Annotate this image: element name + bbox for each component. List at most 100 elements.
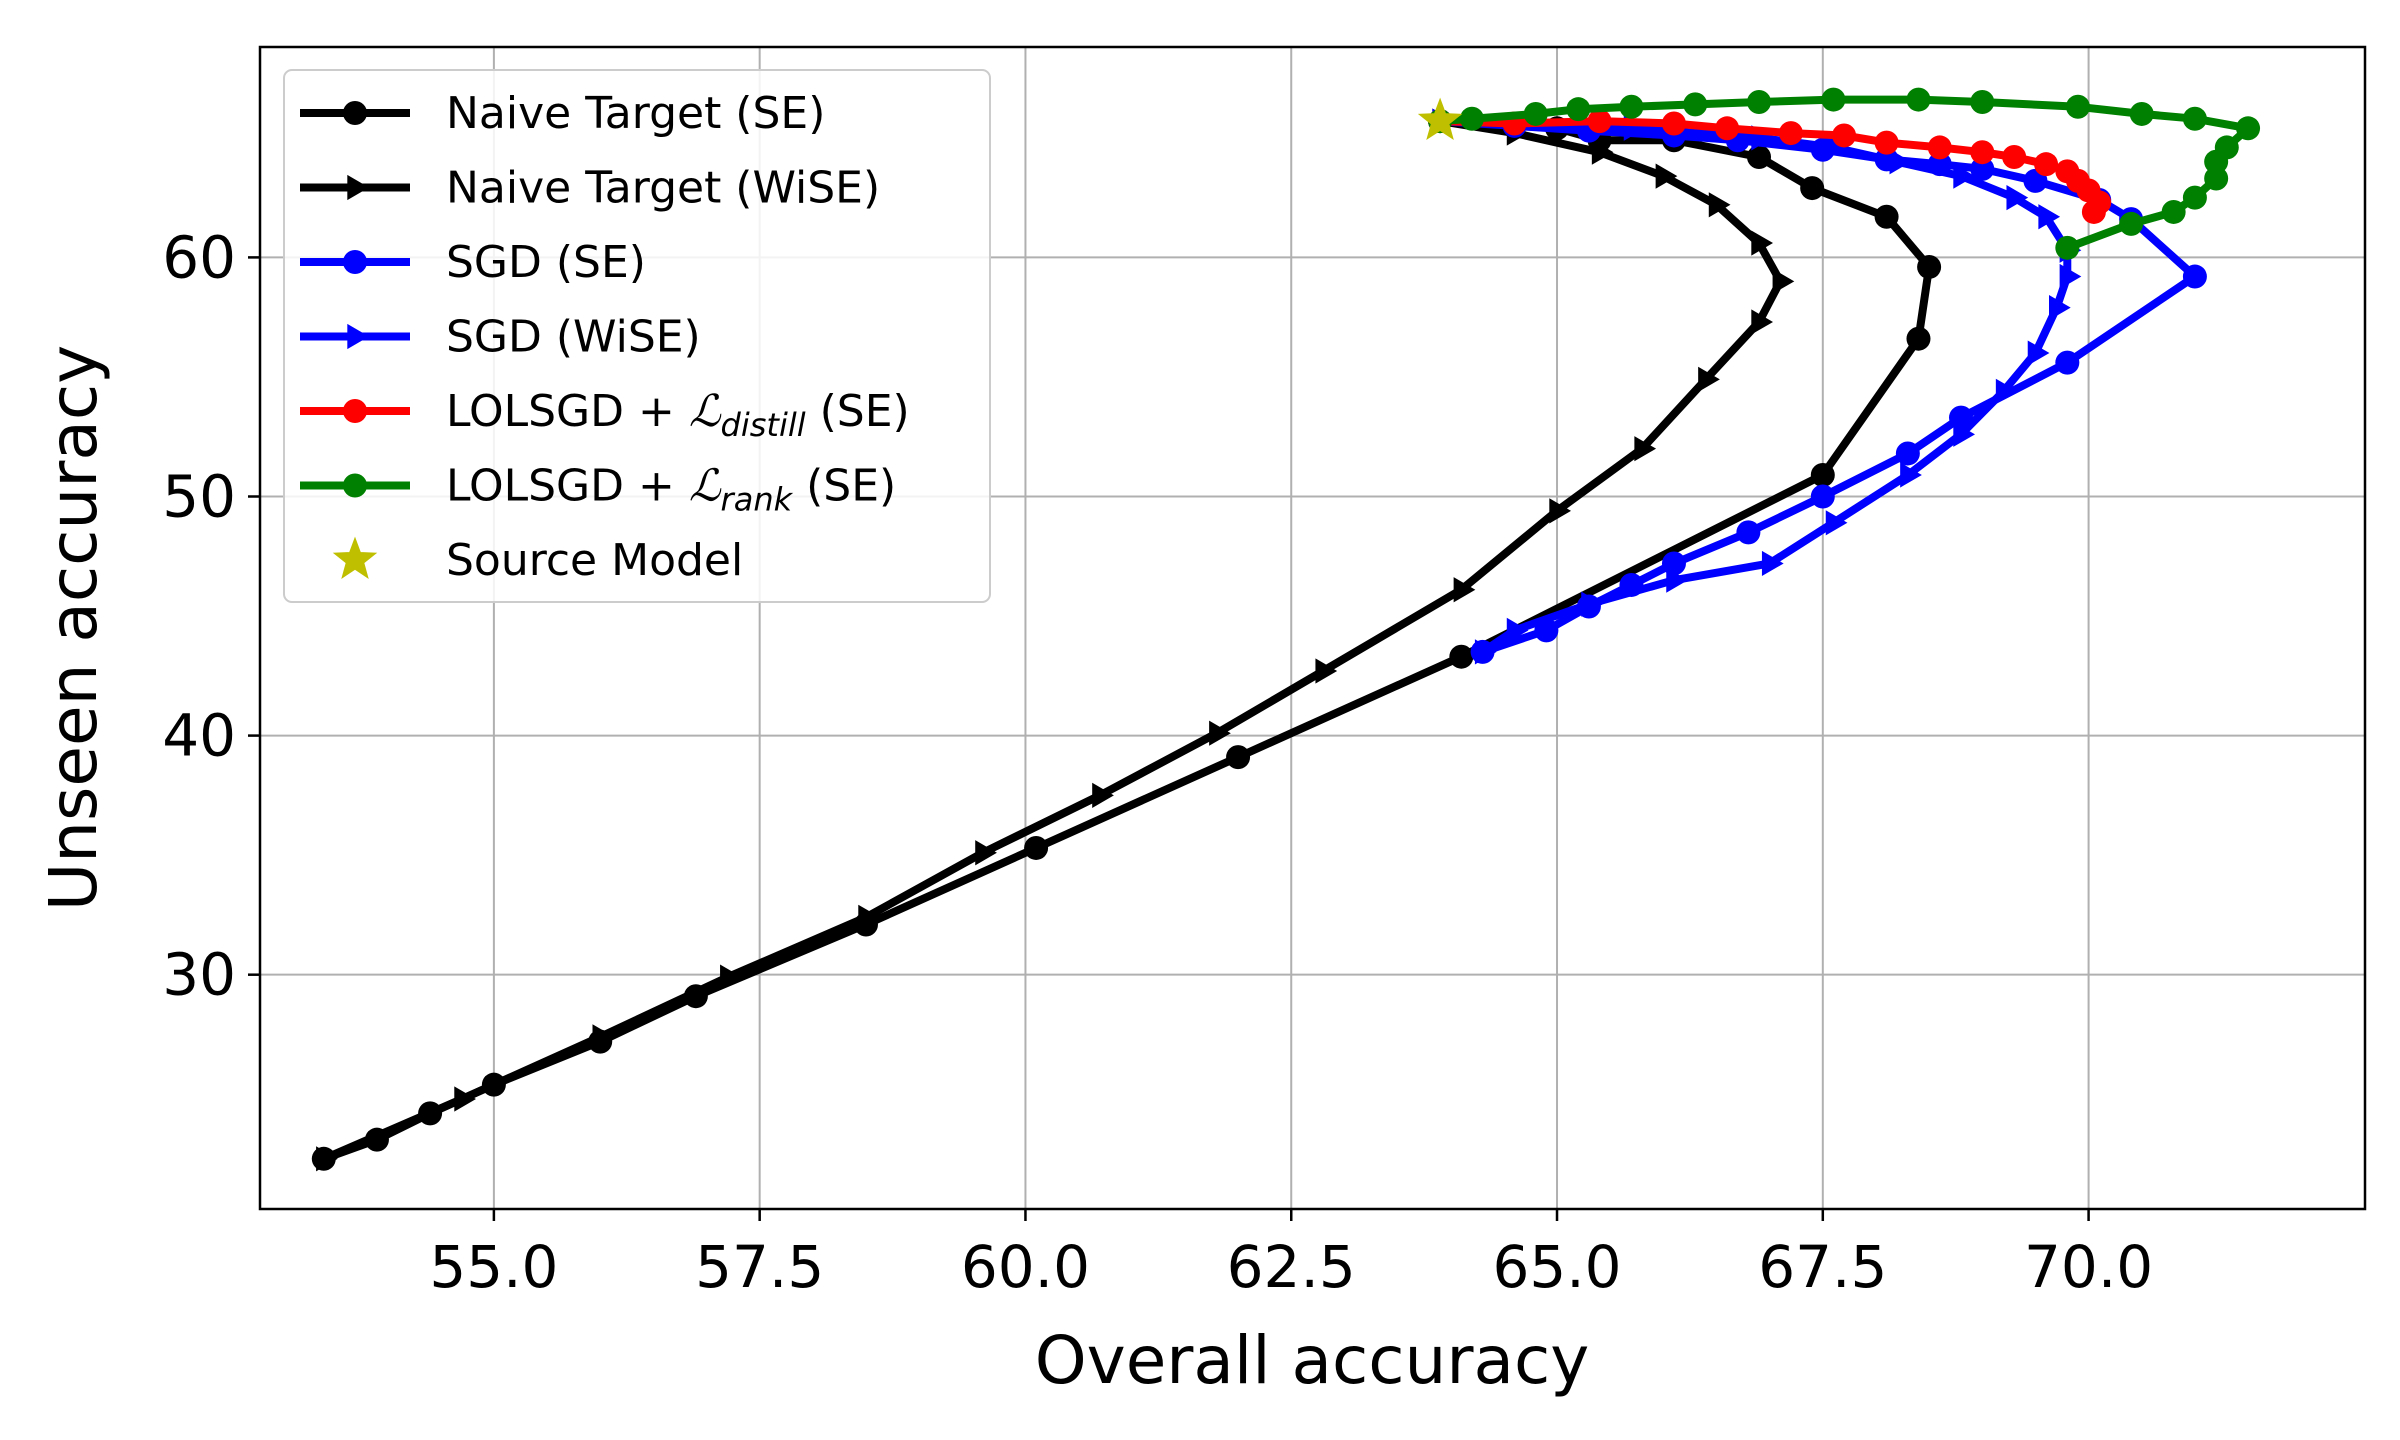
data-point — [2129, 101, 2154, 126]
legend-label-prefix: LOLSGD + — [446, 461, 689, 512]
data-point — [1778, 121, 1803, 146]
data-point — [1895, 441, 1920, 466]
data-point — [2055, 350, 2080, 375]
legend-label: LOLSGD + ℒdistill (SE) — [446, 386, 910, 444]
data-point — [975, 840, 997, 866]
data-point — [2182, 185, 2207, 210]
data-point — [1810, 484, 1835, 509]
legend-box — [283, 69, 991, 603]
data-point — [1523, 101, 1548, 126]
x-tick-label: 67.5 — [1758, 1233, 1887, 1301]
data-point — [1810, 462, 1835, 487]
data-point — [2182, 264, 2207, 289]
data-point — [1800, 176, 1825, 201]
legend-marker — [347, 174, 369, 201]
y-tick-label: 60 — [162, 223, 236, 291]
data-point — [1751, 230, 1774, 256]
data-point — [454, 1086, 476, 1112]
axis-ticks: 55.0 57.5 60.0 62.5 65.0 67.5 70.0 30 40 50 60 — [162, 223, 2153, 1301]
data-point — [2038, 204, 2061, 230]
data-point — [1821, 87, 1846, 112]
data-point — [2006, 185, 2029, 211]
data-point — [1889, 149, 1912, 175]
data-point — [1661, 111, 1686, 136]
data-point — [2002, 144, 2027, 169]
data-point — [592, 1024, 615, 1050]
data-point — [1736, 520, 1761, 545]
data-point — [1832, 123, 1857, 148]
data-point — [1747, 89, 1772, 114]
data-point — [2204, 166, 2229, 191]
data-point — [1953, 163, 1976, 189]
source-model-point — [1417, 97, 1463, 141]
data-point — [1459, 106, 1484, 131]
legend-label: Source Model — [446, 535, 743, 586]
plot-series — [311, 87, 2261, 1172]
data-point — [1825, 134, 1848, 161]
data-point — [1900, 462, 1922, 488]
x-tick-label: 62.5 — [1227, 1233, 1356, 1301]
data-point — [1587, 109, 1612, 134]
x-tick-label: 70.0 — [2024, 1233, 2153, 1301]
data-point — [1666, 567, 1688, 593]
legend-entry: SGD (WiSE) — [300, 312, 701, 363]
legend-label: SGD (WiSE) — [446, 312, 701, 363]
data-point — [1715, 116, 1740, 141]
legend-marker — [332, 536, 378, 579]
legend-marker — [343, 399, 367, 423]
legend-marker — [343, 473, 367, 498]
data-point — [1566, 97, 1591, 122]
data-point — [1970, 89, 1995, 114]
data-point — [1474, 639, 1497, 665]
legend-label-symbol: ℒ — [689, 386, 722, 437]
data-point — [1772, 268, 1795, 294]
data-point — [2236, 116, 2261, 141]
legend-marker — [347, 323, 369, 350]
legend-entry: SGD (SE) — [300, 237, 646, 288]
x-axis-label: Overall accuracy — [1035, 1322, 1590, 1399]
data-point — [2027, 340, 2050, 366]
data-point — [1747, 144, 1772, 169]
data-point — [2081, 199, 2106, 224]
data-point — [2055, 235, 2080, 260]
data-point — [2065, 94, 2090, 119]
x-tick-label: 55.0 — [429, 1233, 558, 1301]
y-axis-label: Unseen accuracy — [35, 345, 112, 911]
data-point — [1315, 658, 1338, 684]
data-point — [1761, 550, 1784, 577]
y-tick-label: 30 — [162, 941, 236, 1009]
data-point — [1708, 192, 1731, 218]
legend-label-prefix: LOLSGD + — [446, 386, 689, 437]
data-point — [858, 904, 880, 930]
data-point — [1874, 204, 1899, 229]
data-point — [1683, 92, 1708, 117]
y-tick-label: 50 — [162, 462, 236, 530]
legend-label: SGD (SE) — [446, 237, 646, 288]
data-point — [1953, 421, 1976, 447]
data-point — [2048, 295, 2071, 321]
data-point — [2161, 199, 2186, 224]
data-point — [1906, 87, 1931, 112]
legend-label: Naive Target (WiSE) — [446, 163, 880, 214]
data-point — [2119, 211, 2144, 236]
data-point — [1209, 720, 1231, 746]
data-point — [1661, 551, 1686, 576]
grid — [260, 47, 2365, 1209]
data-point — [1506, 617, 1529, 643]
data-point — [2059, 263, 2082, 290]
data-point — [2182, 106, 2207, 131]
data-point — [1970, 140, 1995, 165]
data-point — [2204, 149, 2229, 174]
data-point — [1634, 436, 1657, 462]
data-point — [1092, 782, 1114, 808]
data-point — [1917, 254, 1942, 279]
data-point — [1698, 366, 1720, 392]
data-point — [1751, 309, 1774, 335]
data-point — [1449, 644, 1474, 669]
data-point — [1453, 577, 1476, 603]
legend-entry: Naive Target (SE) — [300, 88, 825, 139]
data-point — [1619, 94, 1644, 119]
data-point — [720, 964, 742, 990]
x-tick-label: 57.5 — [695, 1233, 824, 1301]
